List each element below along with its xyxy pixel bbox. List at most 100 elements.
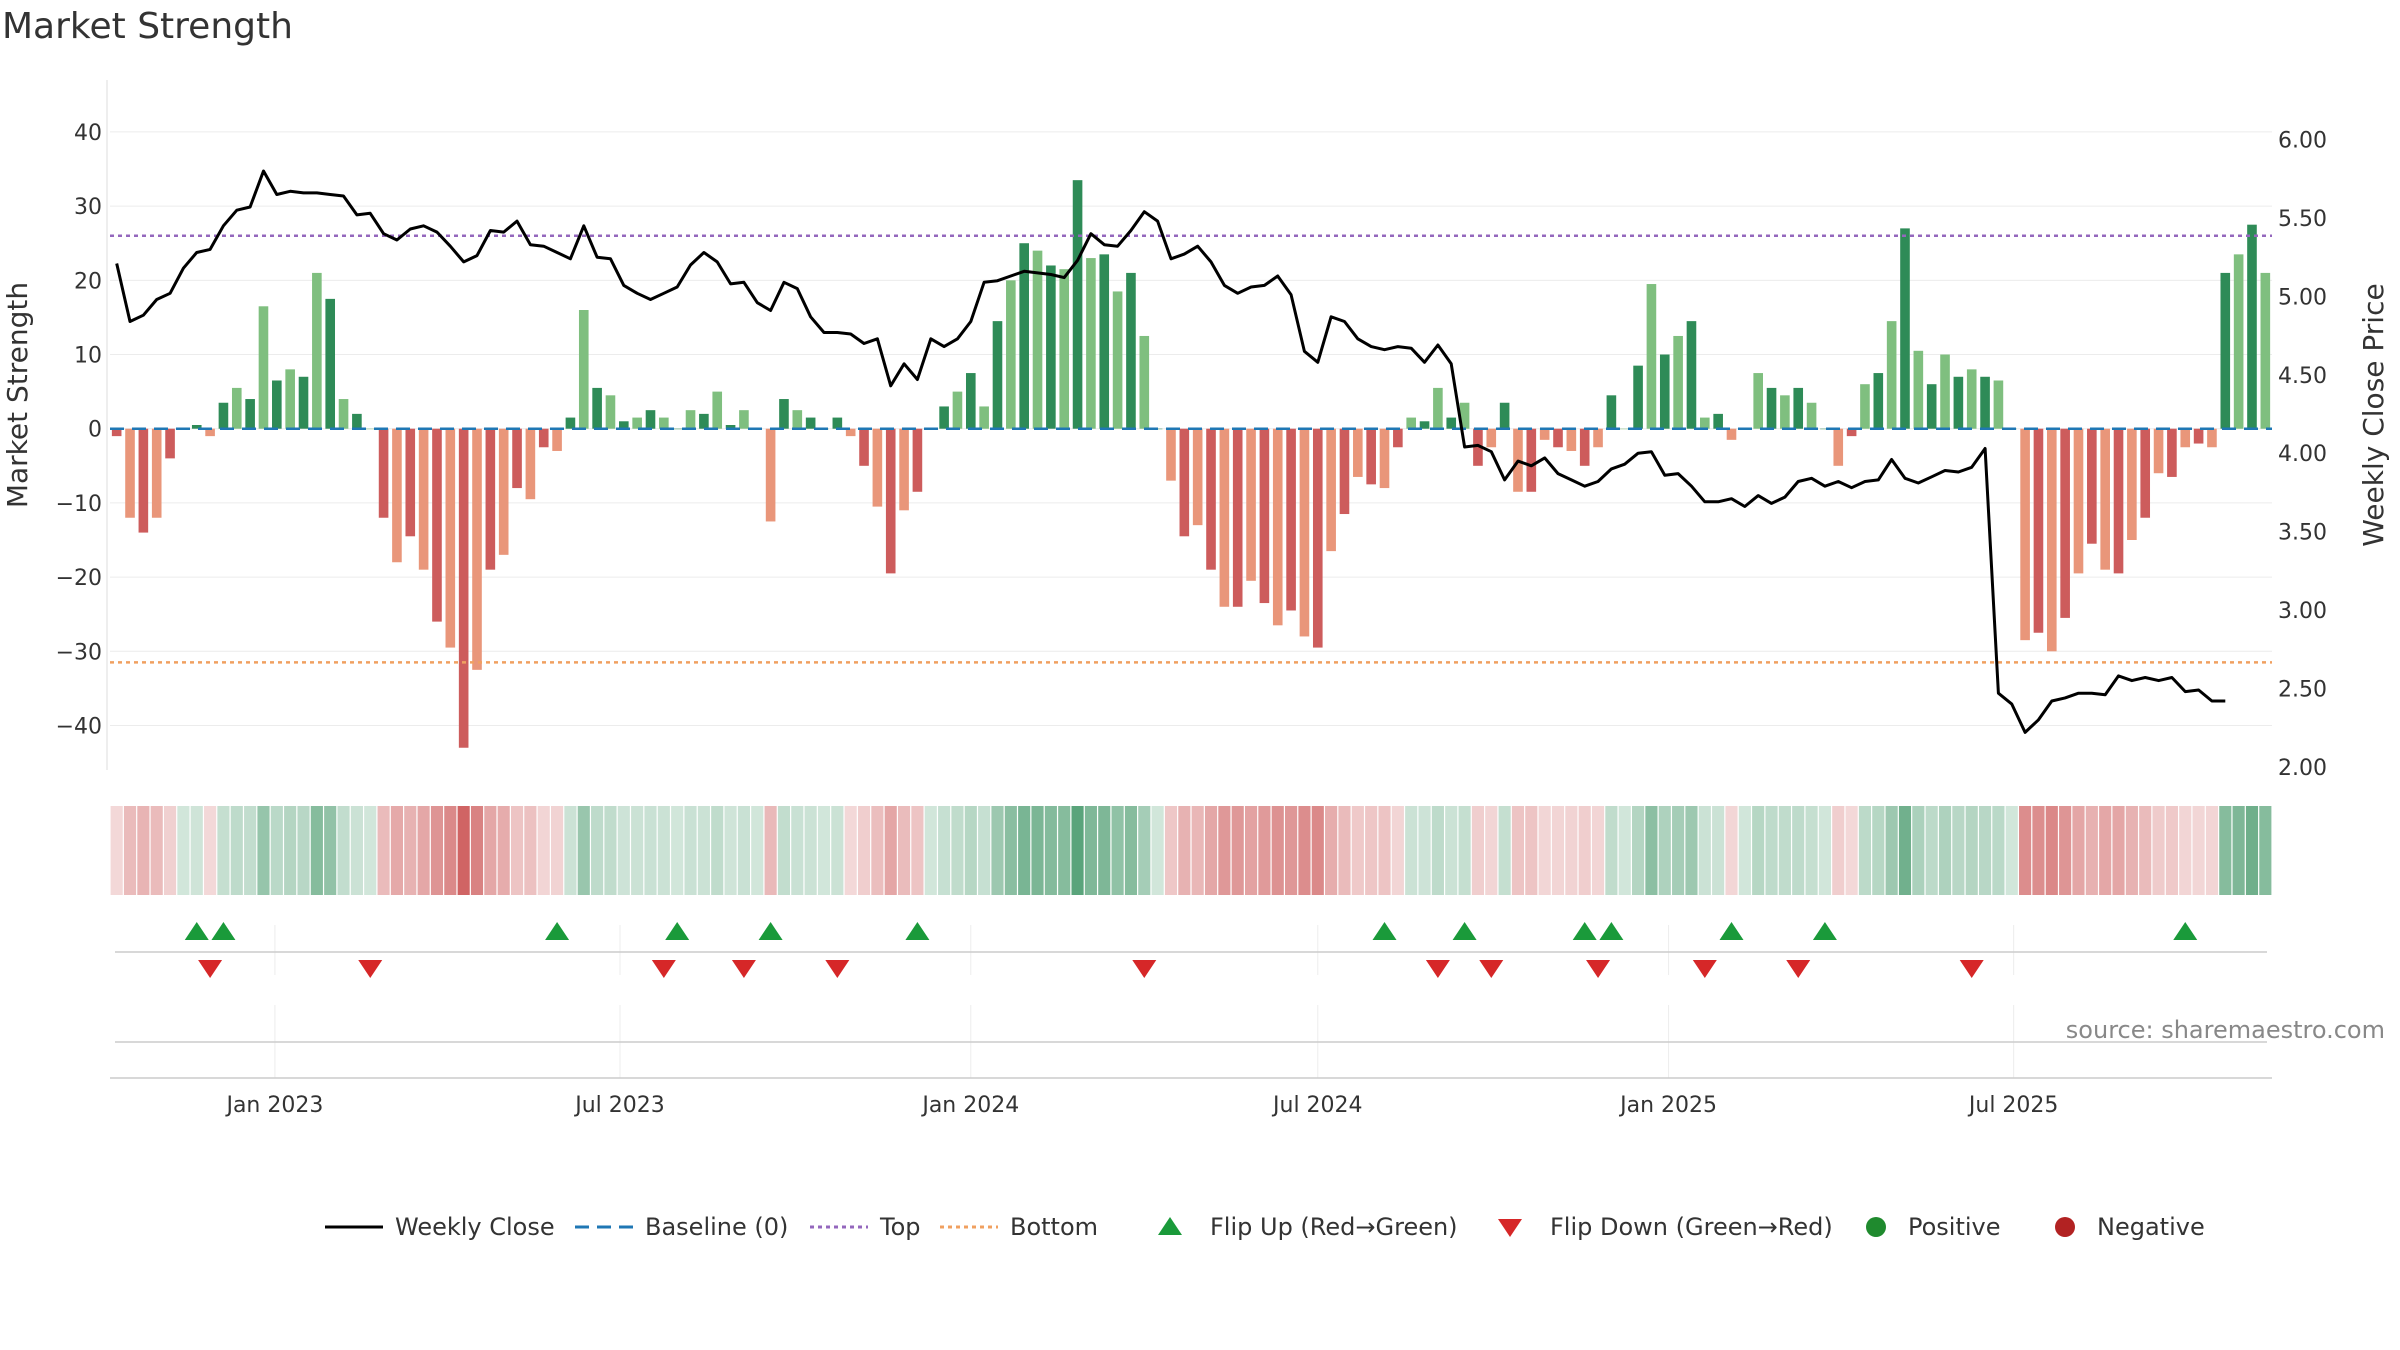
heatmap-cell (1164, 806, 1178, 895)
legend-swatch-flip-down (1498, 1219, 1522, 1237)
flip-up-marker (184, 922, 209, 940)
heatmap-cell (123, 806, 137, 895)
strength-bar (1833, 428, 1844, 466)
strength-bar (2207, 428, 2217, 448)
heatmap-cell (177, 806, 190, 895)
flip-up-marker (665, 922, 690, 940)
flip-down-marker (1692, 960, 1717, 978)
strength-bar (151, 428, 162, 518)
heatmap-cell (1391, 806, 1404, 895)
x-tick-label: Jul 2025 (1967, 1093, 2059, 1118)
strength-bar (338, 399, 349, 429)
flip-down-marker (1586, 960, 1611, 978)
y-tick-label: 0 (88, 418, 102, 443)
heatmap-cell (1298, 806, 1311, 895)
heatmap-cell (804, 806, 817, 895)
heatmap-cell (1832, 806, 1845, 895)
strength-bar (2127, 428, 2137, 540)
strength-bar (2260, 272, 2271, 429)
heatmap-cell (1258, 806, 1271, 895)
heatmap-cell (1551, 806, 1565, 895)
strength-bar (1032, 250, 1043, 429)
strength-bar (1406, 417, 1417, 429)
heatmap-cell (2205, 806, 2219, 895)
strength-bar (111, 428, 122, 437)
strength-bar (592, 387, 602, 429)
heatmap-cell (2245, 806, 2259, 895)
strength-bar (552, 428, 562, 451)
strength-bar (365, 428, 376, 430)
heatmap-cell (1685, 806, 1698, 895)
heatmap-cell (1578, 806, 1591, 895)
heatmap-cell (1618, 806, 1631, 895)
flip-down-marker (1479, 960, 1504, 978)
strength-bar (1312, 428, 1323, 648)
strength-bar (1713, 413, 1723, 429)
heatmap-cell (884, 806, 897, 895)
strength-bar (1873, 373, 1884, 429)
heatmap-cell (1111, 806, 1124, 895)
strength-bar (845, 428, 856, 437)
heatmap-cell (1458, 806, 1471, 895)
strength-bar (952, 391, 963, 429)
heatmap-cell (244, 806, 257, 895)
strength-bar (1993, 380, 2004, 429)
heatmap-cell (1938, 806, 1952, 895)
legend-label: Negative (2097, 1213, 2205, 1241)
y2-tick-label: 2.00 (2278, 756, 2327, 781)
grid-layer (110, 131, 2272, 1078)
heatmap-cell (2032, 806, 2045, 895)
heatmap-cell (1605, 806, 1618, 895)
strength-bar (472, 428, 482, 670)
flip-up-marker (1572, 922, 1597, 940)
heatmap-cell (2232, 806, 2245, 895)
y2-tick-label: 3.50 (2278, 521, 2327, 546)
heatmap-cell (230, 806, 243, 895)
strength-bar (2087, 428, 2097, 544)
strength-bar (1219, 428, 1230, 607)
chart-title: Market Strength (2, 6, 293, 47)
heatmap-cell (1712, 806, 1725, 895)
heatmap-cell (551, 806, 564, 895)
heatmap-cell (364, 806, 377, 895)
heatmap-cell (1325, 806, 1338, 895)
heatmap-cell (697, 806, 710, 895)
strength-bar (739, 410, 749, 429)
heatmap-cell (617, 806, 630, 895)
strength-bar (1259, 428, 1270, 604)
strength-bar (1339, 428, 1350, 515)
reference-lines (110, 234, 2272, 664)
strength-bar (352, 413, 362, 429)
strength-bar (1473, 428, 1483, 466)
strength-bar (1860, 384, 1870, 429)
y2-tick-label: 2.50 (2278, 677, 2327, 702)
heatmap-cell (844, 806, 857, 895)
strength-bar (1099, 254, 1110, 429)
flip-down-marker (198, 960, 223, 978)
heatmap-cell (444, 806, 457, 895)
strength-bar (1433, 387, 1443, 429)
strength-bar (1780, 395, 1790, 429)
heatmap-cell (1698, 806, 1711, 895)
heatmap-cell (1498, 806, 1511, 895)
strength-bar (885, 428, 896, 574)
strength-bar (378, 428, 389, 518)
strength-bar (645, 410, 656, 429)
strength-bar (498, 428, 509, 555)
strength-bar (312, 272, 322, 429)
strength-bar (792, 410, 803, 429)
strength-bar (2153, 428, 2164, 474)
legend-label: Baseline (0) (645, 1213, 788, 1241)
y2-tick-label: 5.50 (2278, 207, 2327, 232)
strength-bar (565, 417, 576, 429)
heatmap-cell (524, 806, 537, 895)
strength-bar (1326, 428, 1336, 552)
flip-up-marker (1719, 922, 1744, 940)
heatmap-cell (1124, 806, 1138, 895)
flip-up-marker (1372, 922, 1397, 940)
weekly-close-line (115, 169, 2226, 734)
strength-bar (1486, 428, 1497, 448)
strength-bar (1566, 428, 1577, 451)
heatmap-cell (964, 806, 977, 895)
heatmap-cell (1672, 806, 1685, 895)
